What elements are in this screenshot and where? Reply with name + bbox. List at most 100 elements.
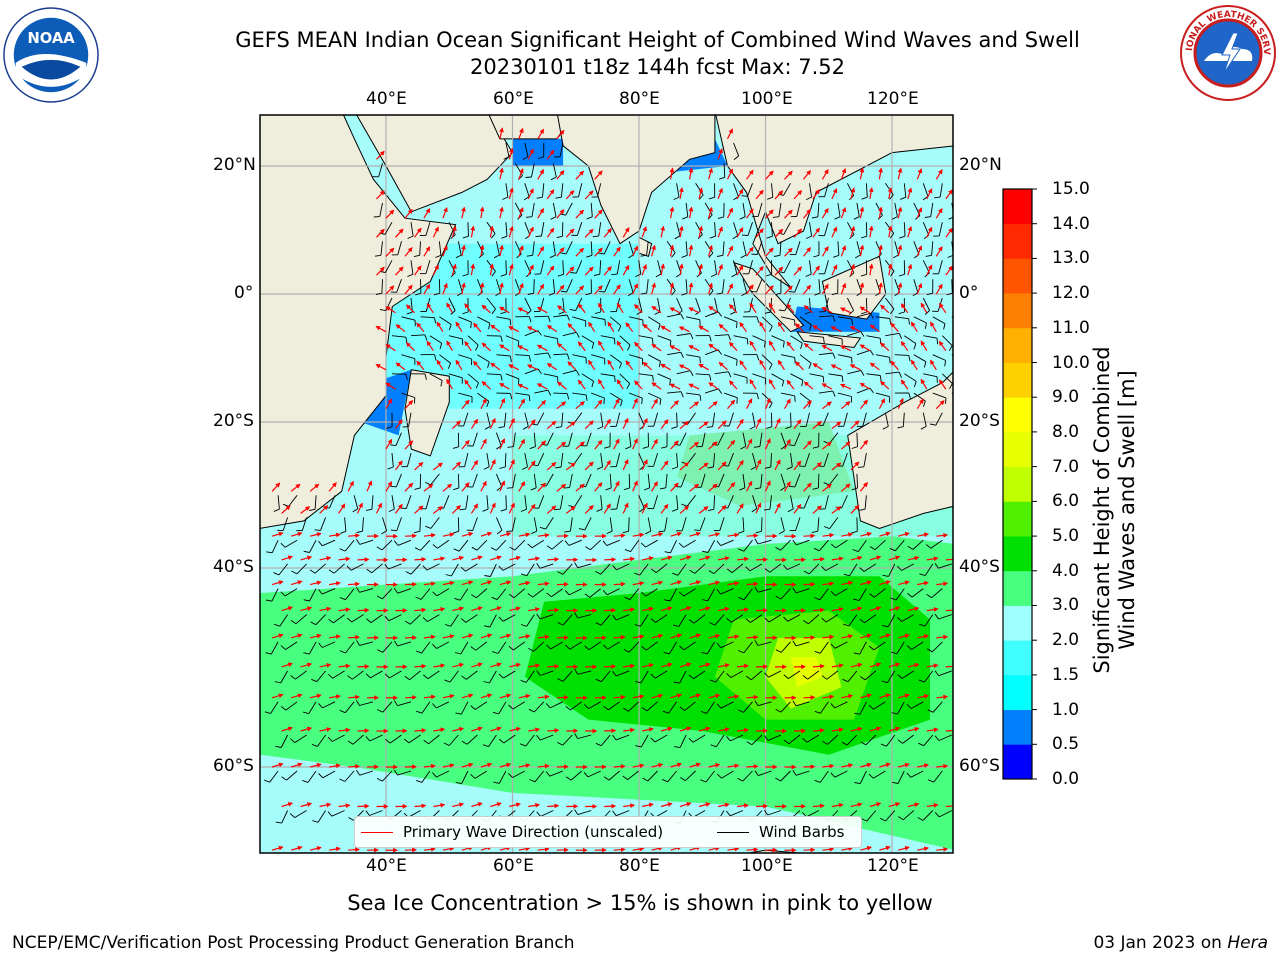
- wave-direction-arrow: [536, 383, 548, 390]
- wind-barb: [770, 453, 772, 468]
- wind-barb-flag: [263, 862, 268, 865]
- wind-barb-flag: [523, 196, 530, 201]
- wave-direction-arrow: [803, 381, 814, 390]
- wave-direction-arrow: [669, 206, 675, 219]
- wind-barb: [391, 495, 395, 510]
- wind-barb-flag: [700, 862, 705, 865]
- wave-direction-arrow: [604, 607, 617, 613]
- wind-barb: [809, 297, 811, 313]
- wind-barb: [448, 335, 463, 340]
- wind-barb: [534, 389, 549, 394]
- wind-barb: [686, 316, 700, 321]
- wave-direction-arrow: [900, 379, 909, 390]
- wave-direction-arrow: [461, 244, 466, 257]
- wind-barb-flag: [814, 292, 821, 296]
- wind-barb: [904, 335, 917, 344]
- wind-barb-flag: [390, 444, 397, 447]
- wind-barb: [680, 473, 687, 488]
- wind-barb: [752, 452, 757, 467]
- sea-ice-cell: [688, 864, 694, 869]
- wind-barb: [835, 854, 847, 861]
- wind-barb: [284, 539, 298, 548]
- wind-barb-flag: [453, 487, 460, 491]
- wind-barb-flag: [861, 311, 868, 315]
- wave-direction-arrow: [850, 225, 856, 238]
- wind-barb-flag: [528, 395, 531, 402]
- wave-direction-arrow: [755, 502, 762, 514]
- map-plot-area: [260, 115, 953, 879]
- wave-direction-arrow: [433, 462, 443, 471]
- wind-barb-flag: [413, 530, 421, 534]
- sea-ice-cell: [833, 874, 839, 879]
- wind-barb-flag: [405, 374, 408, 381]
- wind-barb-flag: [962, 400, 964, 406]
- wave-direction-arrow: [774, 190, 784, 200]
- wave-direction-arrow: [859, 382, 871, 390]
- wind-barb: [796, 202, 801, 217]
- wind-barb: [545, 473, 554, 487]
- wind-barb-flag: [899, 235, 906, 239]
- wind-barb: [638, 373, 653, 377]
- wind-barb: [458, 354, 472, 360]
- wave-direction-arrow: [546, 420, 557, 430]
- wind-barb-flag: [746, 338, 749, 345]
- wind-barb-flag: [738, 548, 745, 552]
- wind-barb-flag: [834, 216, 841, 220]
- left-lat-label: 60°S: [213, 756, 254, 776]
- wind-barb-flag: [282, 861, 287, 864]
- wind-barb-flag: [550, 176, 557, 181]
- wind-barb: [780, 316, 795, 321]
- wind-barb: [894, 316, 909, 320]
- wind-barb-flag: [527, 543, 533, 549]
- wave-direction-arrow: [451, 263, 457, 276]
- wind-barb-flag: [869, 350, 874, 356]
- wave-direction-arrow: [660, 460, 669, 471]
- wind-barb: [619, 335, 631, 346]
- wind-barb-flag: [452, 446, 459, 449]
- wind-barb: [422, 854, 430, 865]
- wave-direction-arrow: [745, 398, 753, 409]
- wave-direction-arrow: [726, 128, 733, 140]
- wind-barb-flag: [732, 235, 738, 240]
- wind-barb: [425, 495, 431, 509]
- wave-direction-arrow: [708, 441, 718, 450]
- wave-direction-arrow: [678, 187, 684, 200]
- wave-direction-arrow: [518, 168, 524, 180]
- wind-barb: [572, 316, 586, 322]
- wave-direction-arrow: [480, 480, 487, 492]
- wave-direction-arrow: [395, 228, 404, 238]
- wave-direction-arrow: [774, 266, 784, 276]
- wind-barb-flag: [556, 235, 563, 239]
- wave-direction-arrow: [451, 420, 461, 430]
- wind-barb: [448, 373, 463, 379]
- wave-direction-arrow: [366, 480, 373, 492]
- wave-direction-arrow: [603, 228, 612, 238]
- wave-direction-arrow: [945, 728, 953, 733]
- wave-direction-arrow: [632, 480, 638, 492]
- wind-barb: [922, 297, 931, 311]
- wave-direction-arrow: [557, 381, 567, 390]
- wind-barb-flag: [768, 364, 773, 370]
- wind-barb: [615, 452, 621, 467]
- wind-barb-flag: [415, 292, 422, 296]
- wind-barb: [371, 495, 374, 510]
- wave-direction-arrow: [613, 246, 621, 257]
- wind-barb-flag: [787, 508, 794, 513]
- wind-barb: [420, 539, 431, 551]
- wind-barb: [379, 202, 383, 217]
- wind-barb: [837, 392, 852, 397]
- wind-barb: [600, 495, 603, 510]
- wind-barb: [863, 453, 867, 467]
- wave-direction-arrow: [537, 128, 545, 140]
- wind-barb-flag: [934, 196, 941, 199]
- wind-barb-flag: [707, 214, 713, 220]
- wind-barb-flag: [585, 546, 591, 551]
- wave-direction-arrow: [480, 531, 493, 537]
- wind-barb: [728, 412, 734, 427]
- wind-barb: [401, 354, 416, 360]
- wave-direction-arrow: [319, 505, 329, 514]
- wind-barb-flag: [592, 235, 599, 238]
- wind-barb: [541, 222, 545, 237]
- wave-direction-arrow: [537, 400, 547, 410]
- wind-barb: [756, 279, 763, 293]
